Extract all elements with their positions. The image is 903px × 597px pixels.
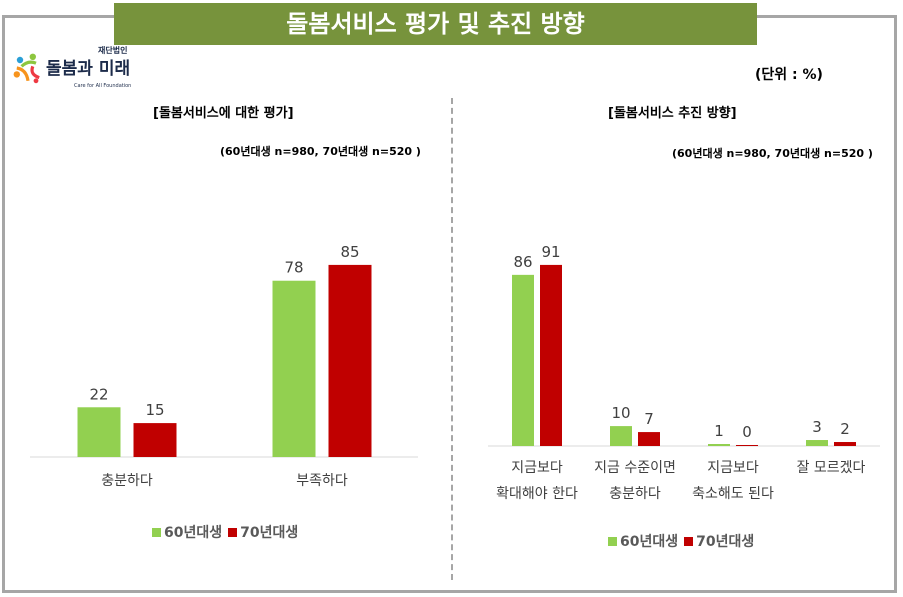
legend-label: 60년대생: [620, 534, 679, 550]
legend-label: 70년대생: [696, 534, 755, 550]
left-chart-title: [돌봄서비스에 대한 평가]: [153, 106, 294, 121]
bar-60s: [512, 274, 534, 446]
bar-70s: [540, 264, 562, 446]
bar-70s: [328, 264, 372, 457]
data-label: 0: [742, 423, 752, 441]
legend-item-70: 70년대생: [684, 533, 754, 551]
data-label: 10: [611, 404, 630, 422]
bar-70s: [133, 423, 177, 457]
logo-small-text: 재단법인: [98, 46, 128, 55]
right-chart-title: [돌봄서비스 추진 방향]: [608, 106, 737, 121]
bar-60s: [806, 440, 828, 446]
bar-70s: [834, 442, 856, 446]
right-legend: 60년대생 70년대생: [608, 533, 754, 551]
legend-label: 60년대생: [164, 525, 223, 541]
data-label: 3: [812, 418, 822, 436]
legend-item-70: 70년대생: [228, 524, 298, 542]
data-label: 22: [89, 385, 108, 403]
right-chart-note: (60년대생 n=980, 70년대생 n=520 ): [672, 147, 873, 160]
data-label: 85: [340, 243, 359, 261]
bar-60s: [610, 426, 632, 446]
data-label: 86: [513, 253, 532, 271]
data-label: 2: [840, 420, 850, 438]
category-label: 지금 수준이면: [594, 460, 676, 476]
logo-mark-icon: [13, 53, 40, 84]
category-label: 충분하다: [101, 473, 153, 489]
bar-60s: [272, 280, 316, 457]
category-label: 축소해도 된다: [692, 486, 774, 502]
left-legend: 60년대생 70년대생: [152, 524, 298, 542]
data-label: 1: [714, 422, 724, 440]
category-label: 충분하다: [609, 486, 661, 502]
bar-70s: [736, 445, 758, 446]
data-label: 91: [541, 243, 560, 261]
bar-60s: [708, 444, 730, 446]
category-label: 부족하다: [296, 473, 348, 489]
data-label: 15: [145, 401, 164, 419]
legend-item-60: 60년대생: [608, 533, 678, 551]
category-label: 지금보다: [707, 460, 759, 476]
category-label: 확대해야 한다: [496, 486, 578, 502]
bar-60s: [77, 407, 121, 457]
bar-70s: [638, 432, 660, 446]
legend-item-60: 60년대생: [152, 524, 222, 542]
unit-label: (단위 : %): [755, 67, 823, 83]
divider: [451, 98, 453, 580]
logo: 재단법인 돌봄과 미래 Care for All Foundation: [12, 46, 137, 102]
data-label: 78: [284, 259, 303, 277]
slide-title: 돌봄서비스 평가 및 추진 방향: [114, 3, 757, 45]
logo-text: 돌봄과 미래: [46, 59, 131, 79]
logo-english: Care for All Foundation: [74, 83, 132, 89]
legend-label: 70년대생: [240, 525, 299, 541]
data-label: 7: [644, 410, 654, 428]
category-label: 잘 모르겠다: [797, 460, 866, 476]
category-label: 지금보다: [511, 460, 563, 476]
left-chart-note: (60년대생 n=980, 70년대생 n=520 ): [220, 145, 421, 158]
